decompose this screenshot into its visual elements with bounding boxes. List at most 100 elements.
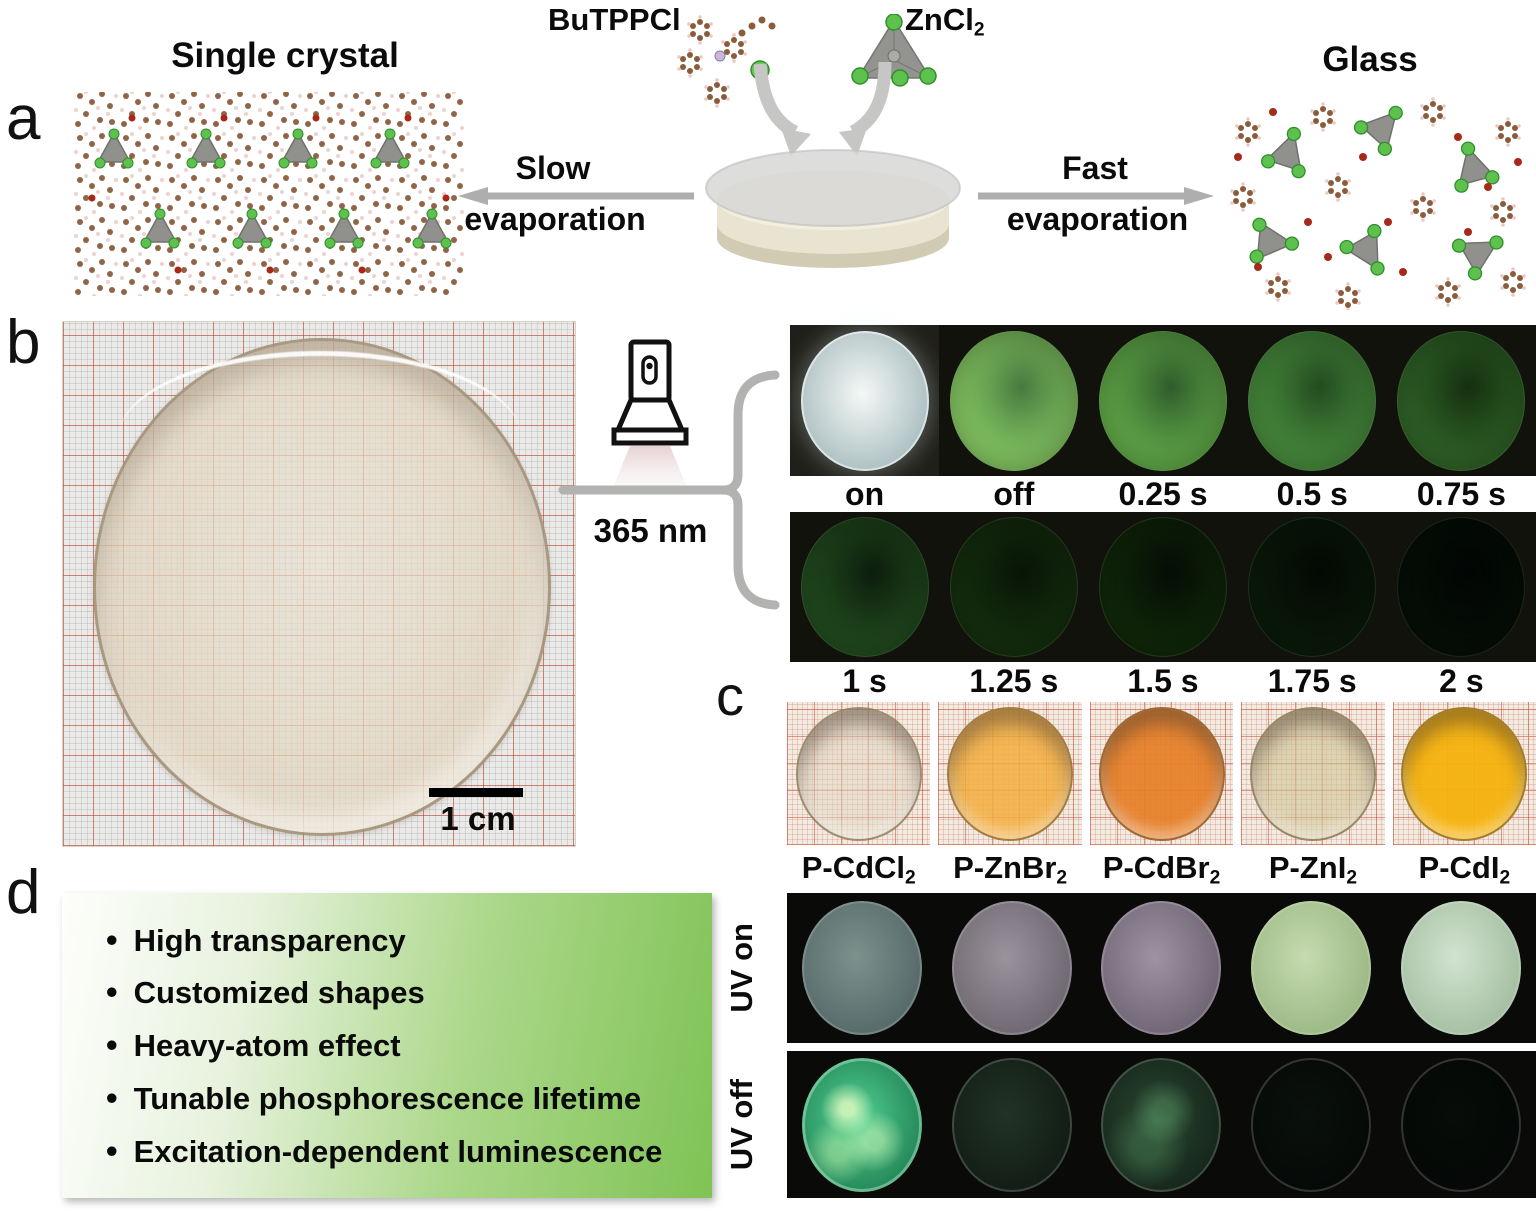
uv-off-label: UV off: [724, 1078, 759, 1171]
sample-label-pcdbr2: P-CdBr2: [1102, 850, 1221, 889]
connector-bracket: [558, 370, 780, 610]
uv-flashlight-icon: [611, 339, 689, 490]
phos-disc-2s: [1397, 517, 1526, 657]
uv-on-cell-pzni2: [1236, 893, 1386, 1043]
panel-d-label: d: [6, 858, 41, 927]
slow-evaporation-arrow: [458, 187, 694, 205]
feature-item: Customized shapes: [106, 974, 692, 1010]
petri-dish-image: [705, 149, 961, 268]
uv-off-disc-pcdi2: [1401, 1057, 1522, 1192]
phos-disc-off: [949, 330, 1078, 471]
uv-off-cell-pzni2: [1236, 1051, 1386, 1198]
feature-item: Heavy-atom effect: [106, 1027, 692, 1063]
sample-labels-row: P-CdCl2 P-ZnBr2 P-CdBr2 P-ZnI2 P-CdI2: [787, 848, 1536, 892]
phos-cell-075s: [1386, 325, 1536, 476]
uv-off-cell-pcdi2: [1386, 1051, 1536, 1198]
uv-off-disc-pznbr2: [951, 1057, 1072, 1192]
feature-item: High transparency: [106, 922, 692, 958]
uv-on-row: [787, 893, 1536, 1043]
uv-off-row: [787, 1051, 1536, 1198]
phos-cell-15s: [1088, 512, 1238, 662]
phos-disc-1s: [800, 517, 929, 657]
uv-on-cell-pcdcl2: [787, 893, 937, 1043]
phos-cell-on: [790, 325, 940, 476]
uv-on-disc-pzni2: [1251, 901, 1372, 1035]
time-label: 1.75 s: [1267, 662, 1357, 699]
sample-label-pzni2: P-ZnI2: [1268, 850, 1358, 889]
uv-on-disc-pcdcl2: [801, 901, 922, 1035]
uv-off-disc-pcdcl2: [801, 1057, 922, 1192]
sample-tile-pcdbr2: [1089, 702, 1234, 845]
phos-cell-05s: [1237, 325, 1387, 476]
uv-on-disc-pznbr2: [951, 901, 1072, 1035]
sample-label-pcdcl2: P-CdCl2: [801, 850, 916, 889]
uv-off-disc-pzni2: [1251, 1057, 1372, 1192]
slow-evaporation-line1: Slow: [515, 150, 591, 186]
phos-cell-1s: [790, 512, 940, 662]
fast-evaporation-arrow: [978, 187, 1214, 205]
sample-tile-pznbr2: [938, 702, 1082, 845]
uv-off-disc-pcdbr2: [1101, 1057, 1222, 1192]
reagent-right-label: ZnCl2: [905, 2, 985, 41]
phosphorescence-row2-labels: 1 s 1.25 s 1.5 s 1.75 s 2 s: [790, 662, 1536, 700]
panel-b-label: b: [6, 308, 41, 377]
uv-on-disc-pcdi2: [1401, 901, 1522, 1035]
pzncl2-glass-disc: [93, 338, 551, 836]
fast-evaporation-line2: evaporation: [1006, 201, 1189, 237]
sample-label-pznbr2: P-ZnBr2: [953, 850, 1068, 889]
phosphorescence-row2: [790, 512, 1536, 662]
time-label: 1.25 s: [969, 662, 1059, 699]
time-label: off: [993, 475, 1035, 512]
time-label: 0.5 s: [1276, 475, 1348, 512]
feature-item: Tunable phosphorescence lifetime: [106, 1080, 692, 1116]
pzncl2-glass-photo: 1 cm: [63, 322, 575, 846]
glass-structure-image: [1230, 92, 1526, 310]
features-box: High transparency Customized shapes Heav…: [62, 893, 712, 1198]
time-label: 1.5 s: [1127, 662, 1199, 699]
sample-tile-pcdcl2: [787, 702, 931, 845]
panel-a-label: a: [6, 84, 41, 153]
uv-on-cell-pznbr2: [937, 893, 1087, 1043]
sample-tile-pcdi2: [1392, 702, 1536, 845]
phos-cell-off: [939, 325, 1089, 476]
phosphorescence-row1: [790, 325, 1536, 476]
scale-bar: [429, 788, 523, 797]
sample-disc-pzni2: [1249, 706, 1376, 841]
sample-disc-pcdi2: [1401, 706, 1528, 841]
sample-label-pcdi2: P-CdI2: [1418, 850, 1511, 889]
sample-tile-pzni2: [1241, 702, 1385, 845]
uv-wavelength-label: 365 nm: [593, 512, 708, 549]
phos-disc-on: [800, 330, 929, 471]
phos-disc-125s: [949, 517, 1078, 657]
merge-arrows-icon: [753, 62, 892, 156]
uv-off-cell-pznbr2: [937, 1051, 1087, 1198]
reagent-left-label: BuTPPCl: [548, 2, 681, 37]
phos-cell-025s: [1088, 325, 1238, 476]
sample-disc-pcdbr2: [1098, 706, 1225, 841]
single-crystal-structure-image: [72, 92, 464, 296]
phosphorescence-row1-labels: on off 0.25 s 0.5 s 0.75 s: [790, 476, 1536, 512]
time-label: on: [845, 475, 885, 512]
slow-evaporation-line2: evaporation: [464, 201, 646, 237]
scale-bar-label: 1 cm: [440, 800, 516, 837]
sample-disc-pznbr2: [947, 706, 1074, 841]
phos-disc-075s: [1397, 330, 1526, 471]
reagent-right-subscript: 2: [973, 19, 985, 41]
phos-disc-175s: [1248, 517, 1377, 657]
uv-on-disc-pcdbr2: [1101, 901, 1222, 1035]
uv-on-cell-pcdi2: [1386, 893, 1536, 1043]
panel-c-label: c: [716, 664, 744, 727]
phos-cell-175s: [1237, 512, 1387, 662]
uv-off-cell-pcdbr2: [1087, 1051, 1237, 1198]
fast-evaporation-line1: Fast: [1062, 150, 1128, 186]
sample-disc-pcdcl2: [795, 706, 922, 841]
phos-disc-15s: [1099, 517, 1227, 657]
uv-on-label: UV on: [724, 923, 759, 1013]
uv-on-cell-pcdbr2: [1087, 893, 1237, 1043]
feature-item: Excitation-dependent luminescence: [106, 1133, 692, 1169]
time-label: 0.75 s: [1416, 475, 1506, 512]
time-label: 1 s: [842, 662, 887, 699]
phos-cell-125s: [939, 512, 1089, 662]
time-label: 2 s: [1439, 662, 1484, 699]
